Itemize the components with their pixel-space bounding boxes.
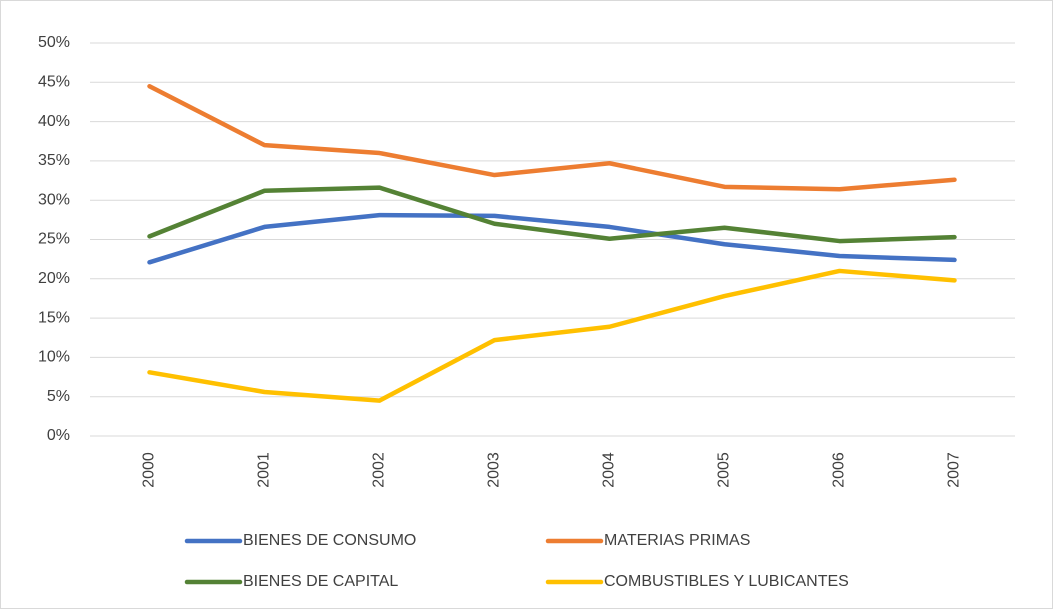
y-tick-label: 10% (38, 349, 70, 366)
x-tick-label: 2002 (371, 452, 388, 488)
x-tick-label: 2003 (486, 452, 503, 488)
series-line (147, 83, 957, 192)
y-tick-label: 5% (47, 388, 70, 405)
legend-label: BIENES DE CONSUMO (243, 532, 416, 549)
y-tick-label: 0% (47, 427, 70, 444)
x-tick-label: 2004 (601, 452, 618, 488)
y-tick-label: 40% (38, 113, 70, 130)
y-tick-label: 50% (38, 34, 70, 51)
series-line (147, 212, 957, 265)
series-line (147, 185, 957, 244)
y-tick-label: 35% (38, 152, 70, 169)
x-tick-label: 2005 (716, 452, 733, 488)
y-tick-label: 20% (38, 270, 70, 287)
x-tick-label: 2007 (946, 452, 963, 488)
y-tick-label: 30% (38, 191, 70, 208)
legend-label: BIENES DE CAPITAL (243, 573, 398, 590)
y-tick-label: 45% (38, 74, 70, 91)
series-line (147, 268, 957, 403)
y-tick-label: 25% (38, 231, 70, 248)
legend-label: COMBUSTIBLES Y LUBICANTES (604, 573, 849, 590)
legend-label: MATERIAS PRIMAS (604, 532, 750, 549)
y-tick-label: 15% (38, 309, 70, 326)
x-tick-label: 2001 (256, 452, 273, 488)
x-tick-label: 2006 (831, 452, 848, 488)
x-tick-label: 2000 (141, 452, 158, 488)
